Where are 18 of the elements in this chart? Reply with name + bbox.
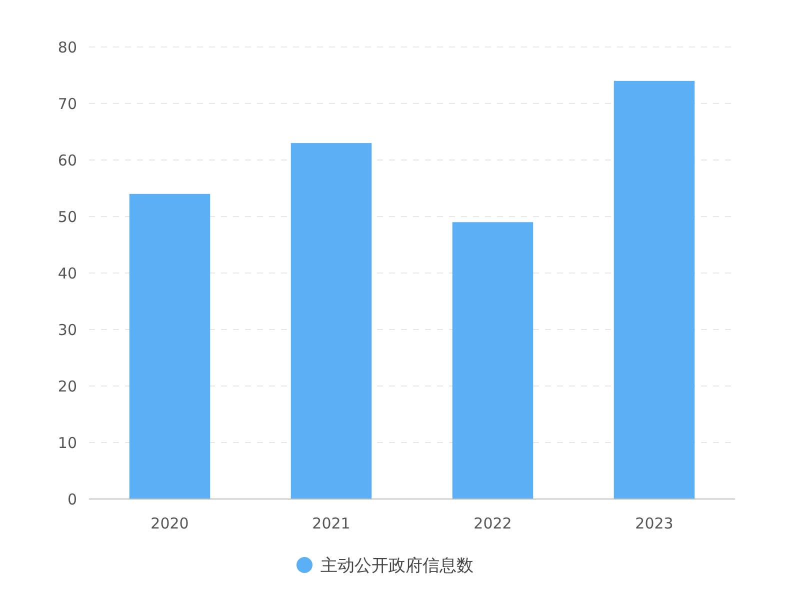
- y-tick-label: 10: [58, 434, 77, 452]
- legend-label: 主动公开政府信息数: [320, 556, 474, 576]
- y-tick-label: 20: [58, 377, 77, 396]
- bar: [290, 143, 372, 499]
- y-tick-label: 40: [58, 264, 77, 282]
- y-tick-label: 70: [58, 94, 77, 113]
- bar: [129, 194, 210, 499]
- bar: [614, 80, 695, 499]
- x-tick-label: 2021: [312, 514, 350, 532]
- x-tick-label: 2020: [150, 514, 189, 532]
- y-tick-label: 30: [58, 320, 77, 339]
- y-tick-label: 50: [58, 208, 77, 226]
- y-tick-label: 0: [67, 490, 77, 508]
- x-tick-label: 2022: [474, 514, 512, 532]
- y-tick-label: 60: [58, 151, 77, 170]
- y-tick-label: 80: [58, 38, 77, 56]
- x-tick-label: 2023: [635, 514, 674, 532]
- bar: [452, 222, 534, 499]
